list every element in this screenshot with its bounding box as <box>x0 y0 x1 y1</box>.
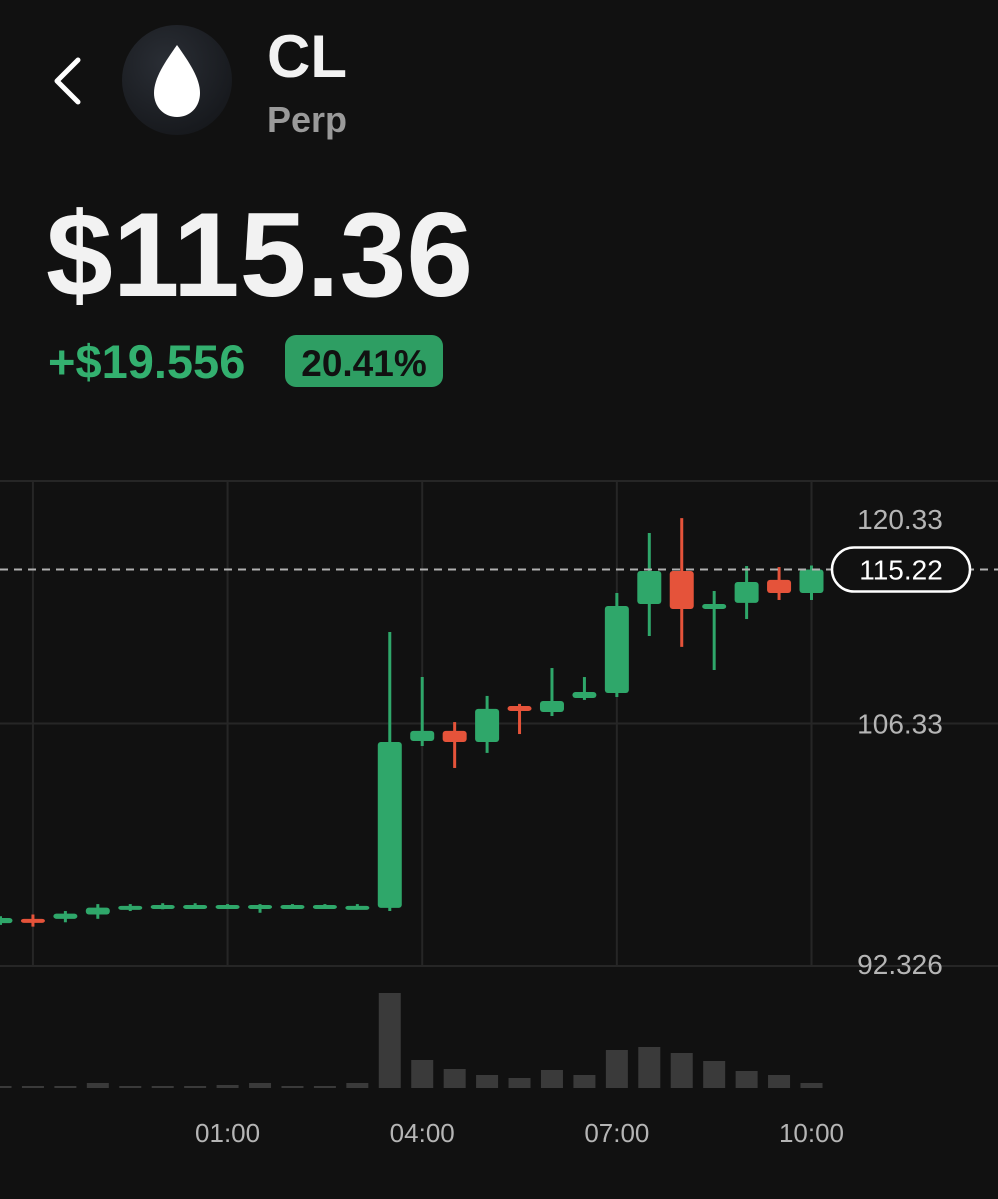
candle-body <box>20 918 45 923</box>
volume-bar <box>670 1053 693 1088</box>
drop-icon <box>154 45 200 117</box>
candle-body <box>248 904 273 909</box>
volume-bar <box>540 1070 563 1088</box>
subtitle: Perp <box>267 99 347 140</box>
candle-body <box>475 708 500 742</box>
volume-bar <box>411 1060 434 1088</box>
candle-body <box>767 579 792 594</box>
volume-bar <box>151 1086 174 1088</box>
candle-body <box>345 905 370 910</box>
change-badge <box>285 335 443 387</box>
candle-body <box>377 741 402 908</box>
back-button[interactable] <box>54 57 81 105</box>
volume-bar <box>184 1086 207 1088</box>
volume-bar <box>800 1083 823 1088</box>
x-tick-label: 10:00 <box>779 1118 844 1148</box>
volume-bar <box>0 1086 12 1088</box>
price: $115.36 <box>46 188 473 322</box>
volume-bar <box>281 1086 304 1088</box>
candle-body <box>604 606 629 693</box>
volume-bar <box>768 1075 791 1088</box>
y-tick-label: 120.33 <box>857 504 943 535</box>
volume-bar <box>346 1083 369 1088</box>
candle-body <box>85 907 110 915</box>
volume-bar <box>703 1061 726 1088</box>
symbol: CL <box>267 23 347 90</box>
change-pct: 20.41% <box>301 343 427 384</box>
candle-body <box>0 917 13 924</box>
candle-body <box>702 603 727 609</box>
volume-bar <box>476 1075 499 1088</box>
volume-bar <box>249 1083 272 1088</box>
volume-bar <box>378 993 401 1088</box>
volume-bar <box>508 1078 531 1088</box>
candle-body <box>410 730 435 741</box>
candle-body <box>572 691 597 699</box>
candle-body <box>799 569 824 594</box>
candle-body <box>637 571 662 604</box>
candle-body <box>442 730 467 742</box>
candle-body <box>312 904 337 909</box>
volume-bar <box>605 1050 628 1088</box>
volume-bar <box>216 1085 239 1088</box>
candle-body <box>669 571 694 609</box>
volume-bar <box>21 1086 44 1088</box>
candle-body <box>215 904 240 909</box>
volume-bar <box>86 1083 109 1088</box>
volume-bar <box>443 1069 466 1088</box>
candle-body <box>53 913 78 919</box>
y-tick-label: 106.33 <box>857 708 943 739</box>
candle-body <box>150 904 175 909</box>
last-price-tag <box>830 546 972 593</box>
x-tick-label: 01:00 <box>195 1118 260 1148</box>
candle-body <box>507 705 532 711</box>
x-tick-label: 07:00 <box>584 1118 649 1148</box>
candle-body <box>118 905 143 910</box>
chart: 120.33 106.33 92.326 01:00 04:00 07:00 10:00 11… <box>0 480 998 1148</box>
volume-bar <box>313 1086 336 1088</box>
change: +$19.556 <box>48 335 245 388</box>
candle-body <box>280 904 305 909</box>
volume-bar <box>119 1086 142 1088</box>
candle-body <box>183 904 208 909</box>
x-tick-label: 04:00 <box>390 1118 455 1148</box>
volume-bar <box>638 1047 661 1088</box>
volume-bar <box>735 1071 758 1088</box>
volume-bar <box>573 1075 596 1088</box>
volume-bar <box>54 1086 77 1088</box>
y-tick-label: 92.326 <box>857 949 943 980</box>
last-price-label: 115.22 <box>859 554 943 585</box>
candle-body <box>734 581 759 603</box>
candle-body <box>539 700 564 713</box>
